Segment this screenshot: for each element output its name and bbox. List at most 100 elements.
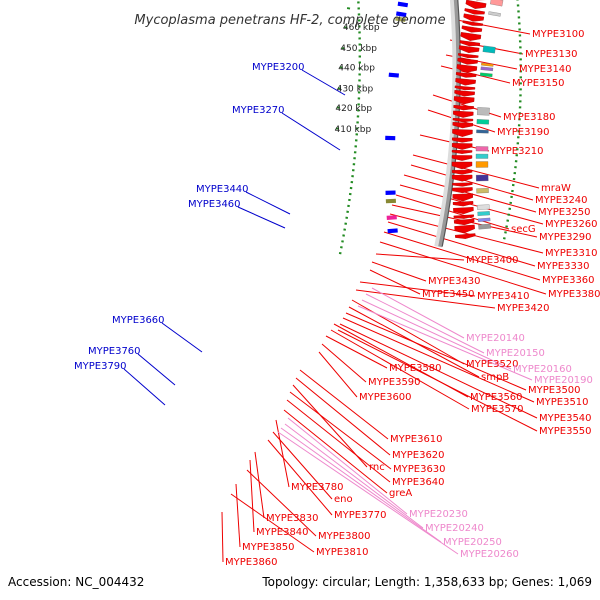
rna-gene-label: MYPE20240 [425, 523, 484, 534]
reverse-gene-label: MYPE3860 [225, 557, 278, 568]
reverse-leader-line [321, 343, 367, 383]
feature-block [475, 174, 489, 182]
reverse-leader-line [221, 511, 224, 563]
reverse-gene-label: MYPE3570 [471, 404, 524, 415]
feature-block [480, 66, 494, 72]
cds-arrow [453, 104, 474, 111]
reverse-gene-label: eno [334, 494, 353, 505]
reverse-leader-line [246, 469, 317, 537]
forward-gene-label: MYPE3760 [88, 346, 141, 357]
forward-feature [388, 72, 399, 78]
reverse-gene-label: MYPE3310 [545, 248, 598, 259]
cds-arrow [452, 187, 473, 194]
forward-leader-line [137, 353, 176, 386]
cds-arrow [457, 57, 478, 65]
reverse-gene-label: MYPE3840 [256, 527, 309, 538]
rna-gene-label: MYPE20190 [534, 375, 593, 386]
reverse-gene-label: smpB [481, 372, 509, 383]
kbp-tick-label: 460 kbp [343, 23, 380, 33]
kbp-tick-label: 410 kbp [335, 125, 372, 135]
reverse-leader-line [272, 431, 333, 500]
cds-arrow [451, 161, 473, 170]
cds-arrow [459, 40, 481, 47]
forward-feature [395, 16, 406, 22]
rna-gene-label: MYPE20160 [513, 364, 572, 375]
feature-block [477, 211, 490, 216]
reverse-gene-label: MYPE3590 [368, 377, 421, 388]
reverse-leader-line [235, 483, 241, 548]
forward-leader-line [123, 368, 166, 406]
reverse-gene-label: MYPE3360 [542, 275, 595, 286]
outer-dotted-ring [338, 0, 362, 257]
cds-arrow [460, 32, 482, 41]
reverse-gene-label: MYPE3210 [491, 146, 544, 157]
cds-arrow [452, 129, 473, 137]
kbp-tick-label: 420 kbp [335, 104, 372, 114]
reverse-gene-label: MYPE3250 [538, 207, 591, 218]
genome-summary-text: Topology: circular; Length: 1,358,633 bp… [261, 575, 592, 589]
reverse-leader-line [351, 299, 465, 365]
rna-leader-line [371, 287, 465, 339]
reverse-leader-line [412, 154, 540, 189]
reverse-leader-line [289, 391, 392, 470]
reverse-gene-label: MYPE3290 [539, 232, 592, 243]
feature-block [481, 62, 494, 67]
map-labels: 410 kbp 420 kbp 430 kbp 440 kbp 450 kbp 460 k… [74, 23, 600, 568]
reverse-gene-label: MYPE3150 [512, 78, 565, 89]
reverse-leader-line [359, 281, 476, 297]
forward-gene-label: MYPE3200 [252, 62, 305, 73]
reverse-leader-line [383, 231, 541, 281]
reverse-gene-label: MYPE3780 [291, 482, 344, 493]
cds-arrow [452, 182, 473, 187]
reverse-gene-label: MYPE3770 [334, 510, 387, 521]
reverse-gene-label: MYPE3140 [519, 64, 572, 75]
cds-arrow [453, 218, 475, 226]
rna-gene-label: MYPE20250 [443, 537, 502, 548]
forward-feature [387, 228, 398, 234]
forward-leader-line [245, 191, 291, 215]
feature-block [477, 107, 490, 116]
feature-block [475, 161, 489, 168]
forward-leader-line [301, 69, 346, 96]
rna-leader-line [361, 299, 512, 370]
reverse-gene-label: MYPE3510 [536, 397, 589, 408]
reverse-gene-label: MYPE3420 [497, 303, 550, 314]
map-title: Mycoplasma penetrans HF-2, complete geno… [134, 13, 445, 28]
forward-gene-label: MYPE3660 [112, 315, 165, 326]
reverse-gene-label: MYPE3130 [525, 49, 578, 60]
reverse-gene-label: MYPE3620 [392, 450, 445, 461]
cds-arrow [452, 122, 474, 129]
reverse-gene-label: MYPE3260 [545, 219, 598, 230]
rna-leader-line [357, 305, 533, 381]
cds-arrow [454, 85, 476, 91]
reverse-gene-label: MYPE3560 [470, 392, 523, 403]
cds-arrow [461, 25, 483, 33]
reverse-gene-label: MYPE3500 [528, 385, 581, 396]
reverse-leader-line [379, 241, 547, 295]
rna-leader-line [287, 417, 408, 515]
reverse-gene-label: MYPE3540 [539, 413, 592, 424]
reverse-gene-label: MYPE3430 [428, 276, 481, 287]
reverse-leader-line [410, 164, 534, 201]
reverse-leader-line [325, 335, 388, 369]
rna-gene-label: MYPE20260 [460, 549, 519, 560]
reverse-gene-label: secG [511, 224, 536, 235]
reverse-gene-label: MYPE3180 [503, 112, 556, 123]
forward-gene-label: MYPE3270 [232, 105, 285, 116]
reverse-leader-line [395, 194, 510, 230]
forward-gene-label: MYPE3460 [188, 199, 241, 210]
reverse-leader-line [387, 221, 536, 267]
reverse-leader-line [399, 184, 544, 225]
reverse-leader-line [342, 317, 535, 403]
reverse-gene-label: MYPE3450 [422, 289, 475, 300]
forward-gene-label: MYPE3790 [74, 361, 127, 372]
cds-arrow [454, 90, 475, 97]
reverse-leader-line [283, 409, 388, 494]
reverse-gene-label: MYPE3550 [539, 426, 592, 437]
reverse-gene-label: greA [389, 488, 412, 499]
rna-gene-label: MYPE20150 [486, 348, 545, 359]
reverse-gene-label: MYPE3640 [392, 477, 445, 488]
reverse-leader-line [389, 213, 544, 254]
cds-arrow [451, 149, 473, 154]
reverse-gene-label: MYPE3400 [466, 255, 519, 266]
